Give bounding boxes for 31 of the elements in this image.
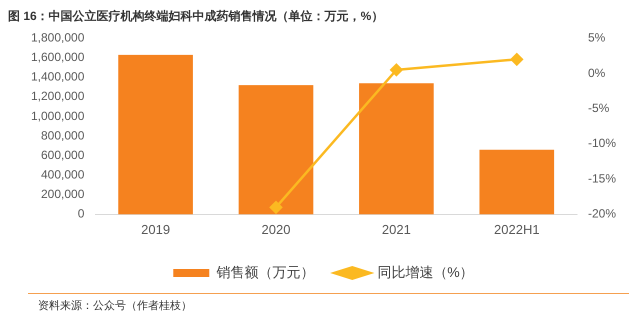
x-tick-label: 2019 [141, 222, 170, 237]
y-tick-label: 1,200,000 [30, 89, 85, 104]
point [390, 64, 403, 76]
point [270, 201, 282, 214]
bar [238, 85, 314, 214]
bar [359, 83, 434, 214]
y2-tick-label: -20% [588, 206, 616, 221]
x-tick-label: 2022H1 [494, 222, 540, 237]
y-tick-label: 1,400,000 [30, 70, 85, 84]
y2-tick-label: 5% [588, 30, 606, 45]
y-tick-label: 0 [78, 206, 85, 221]
y-tick-label: 200,000 [40, 187, 85, 202]
legend-label: 销售额（万元） [215, 264, 314, 280]
y-tick-label: 800,000 [40, 128, 85, 142]
point [510, 53, 524, 66]
bar [118, 54, 193, 214]
text: 资料来源：公众号（作者桂枝） [37, 299, 193, 313]
x-tick-label: 2021 [382, 222, 411, 237]
y-tick-label: 1,800,000 [30, 30, 85, 45]
y2-tick-label: -5% [588, 100, 610, 115]
y-tick-label: 600,000 [40, 148, 85, 162]
y2-tick-label: -15% [588, 171, 616, 186]
chart-title: 图 16：中国公立医疗机构终端妇科中成药销售情况（单位：万元，%） [8, 8, 384, 25]
y-tick-label: 400,000 [40, 168, 85, 182]
y2-tick-label: 0% [588, 66, 606, 80]
bar [479, 150, 554, 214]
legend-label: 同比增速（%） [377, 264, 474, 280]
x-tick-label: 2020 [262, 222, 290, 237]
y-tick-label: 1,600,000 [30, 50, 85, 64]
y-tick-label: 1,000,000 [30, 108, 85, 123]
y2-tick-label: -10% [588, 136, 616, 150]
